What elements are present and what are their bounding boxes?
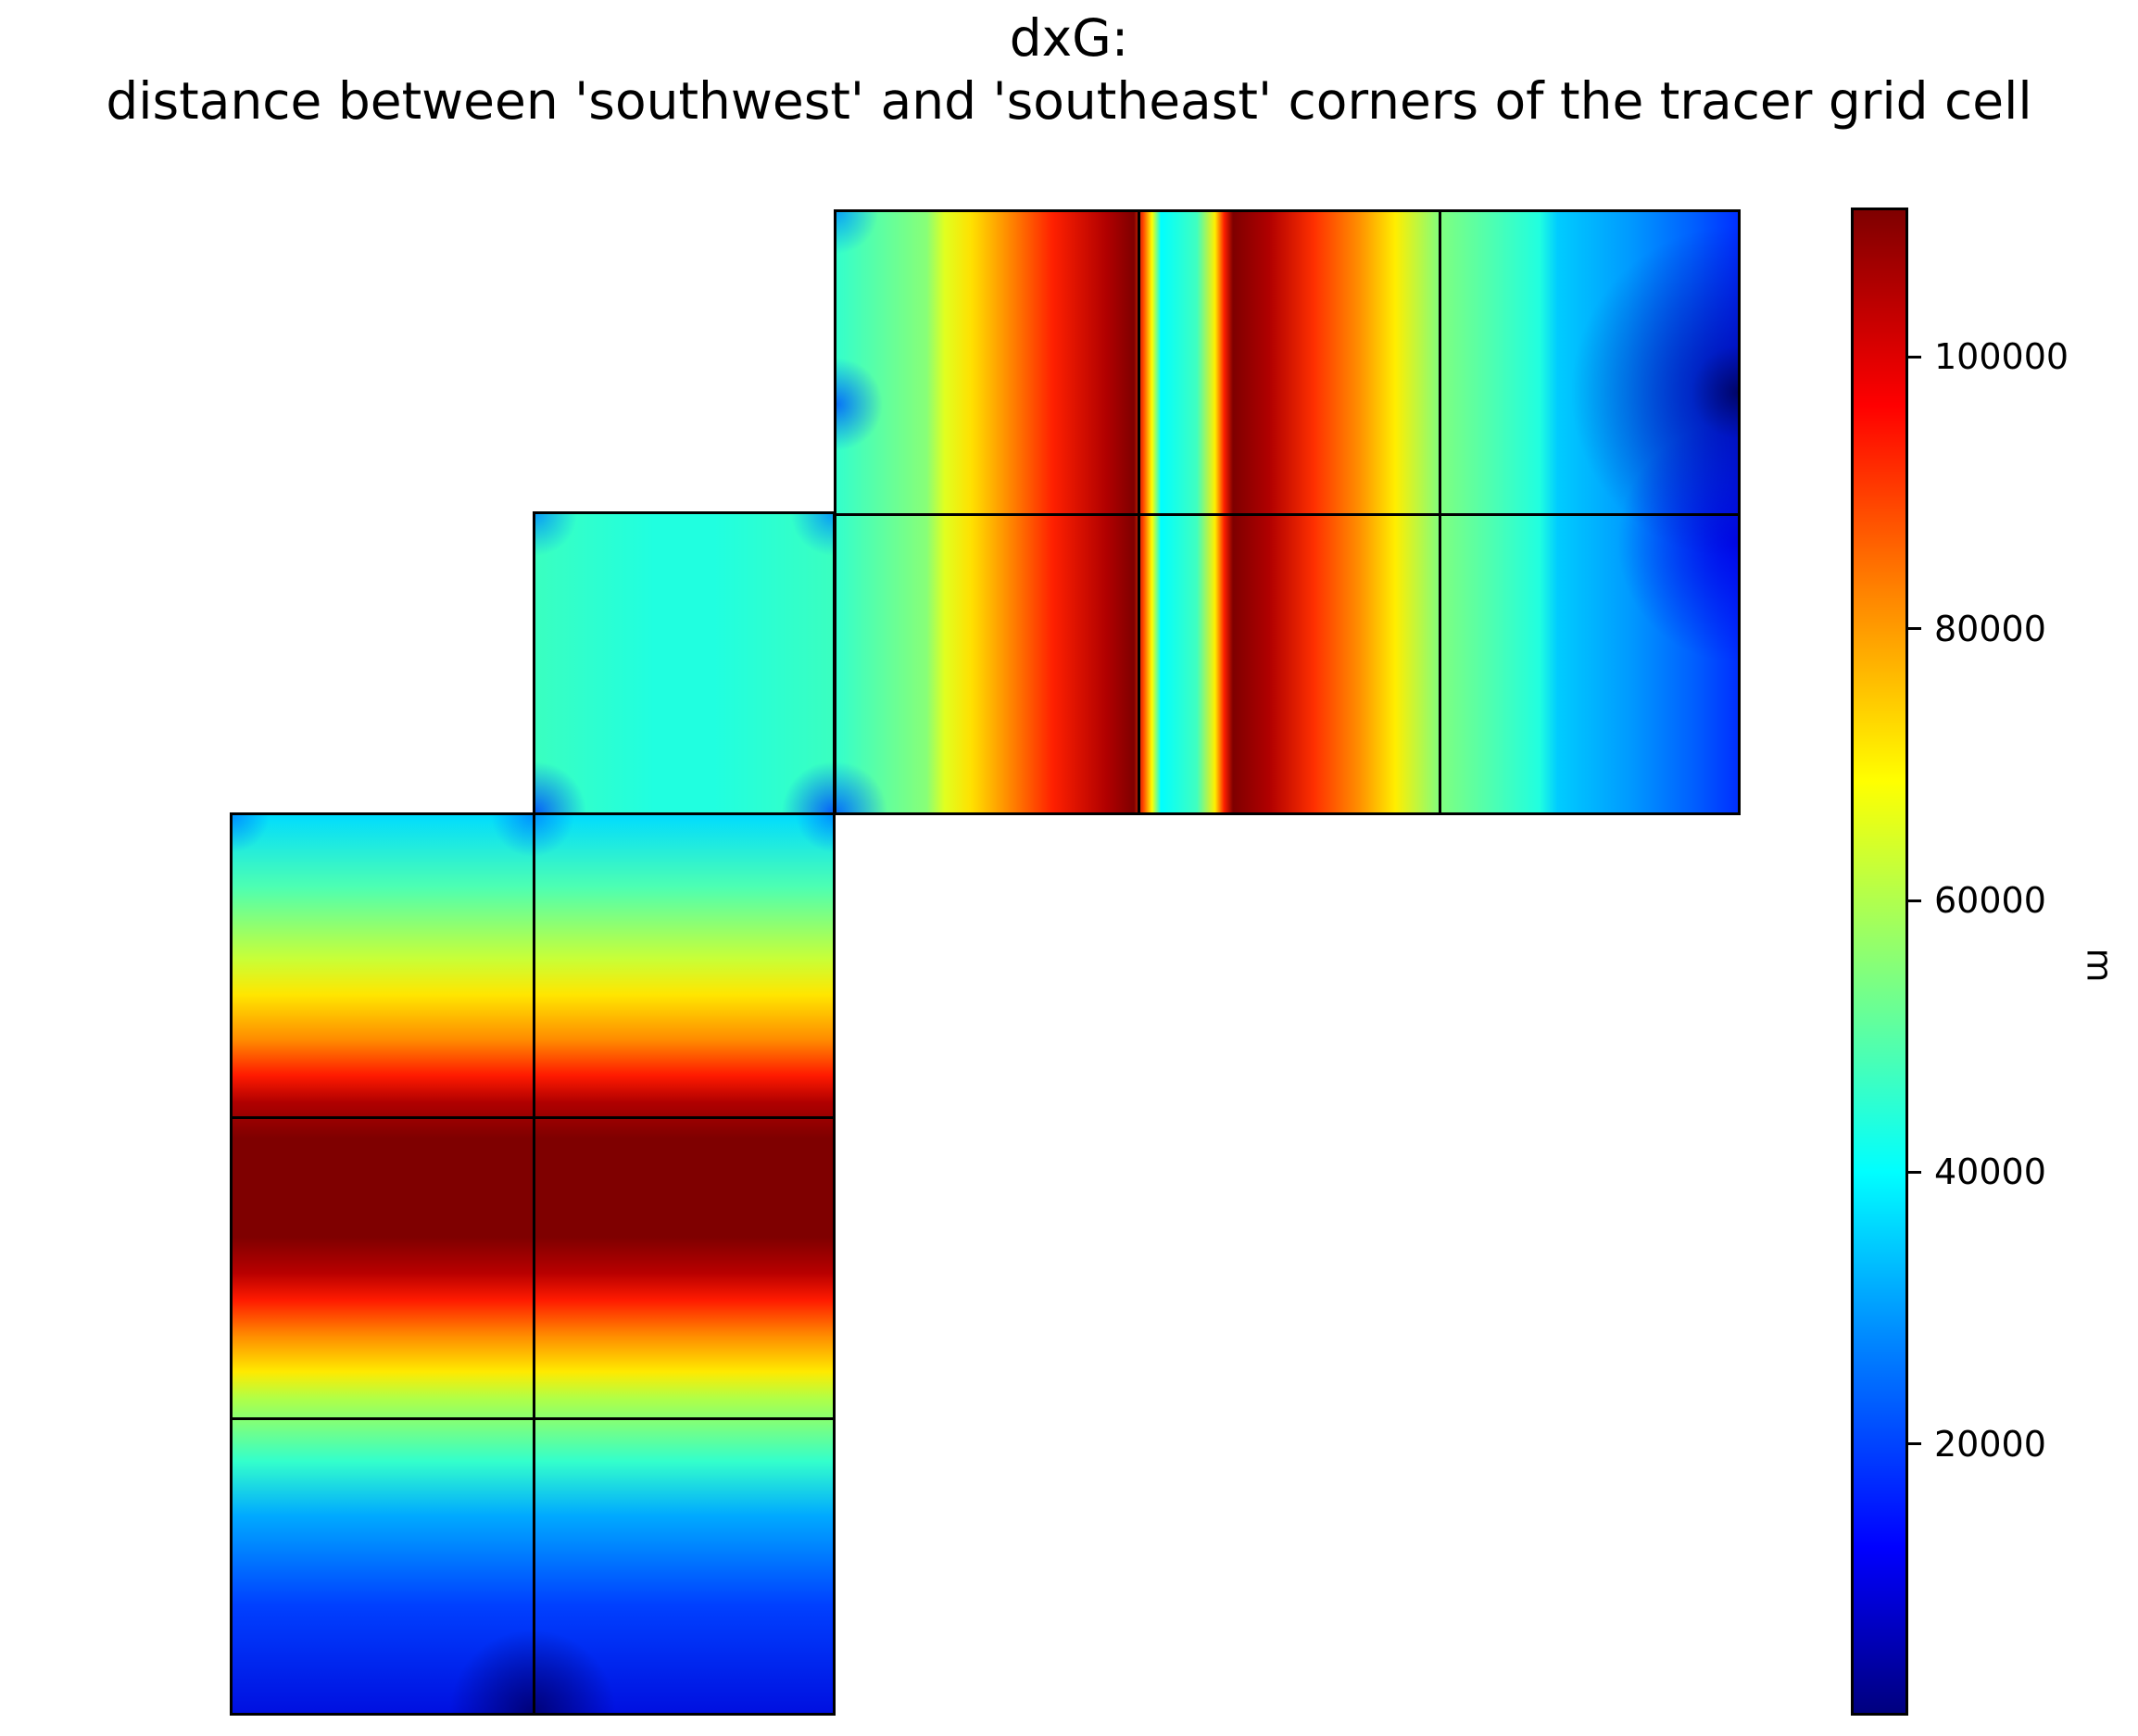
colorbar-tick — [1908, 899, 1921, 902]
colorbar-tick-label: 60000 — [1934, 880, 2046, 921]
face-middle-corner-shading — [535, 514, 833, 812]
face-top-right-corner-shading — [836, 212, 1738, 812]
colorbar-tick-label: 100000 — [1934, 336, 2069, 378]
face-top-right — [834, 209, 1741, 815]
face-top-right-divider — [836, 513, 1738, 516]
colorbar-tick — [1908, 1442, 1921, 1446]
colorbar-tick — [1908, 1170, 1921, 1174]
colorbar-tick — [1908, 355, 1921, 359]
colorbar — [1851, 208, 1908, 1716]
face-bottom-left — [230, 812, 836, 1716]
colorbar-tick — [1908, 627, 1921, 631]
colorbar-tick-label: 80000 — [1934, 608, 2046, 649]
colorbar-tick-label: 20000 — [1934, 1423, 2046, 1465]
colorbar-label: m — [2079, 948, 2120, 983]
colorbar-tick-label: 40000 — [1934, 1151, 2046, 1193]
face-bottom-left-divider — [533, 815, 535, 1713]
face-top-right-divider — [1439, 212, 1441, 812]
chart-title-line-1: dxG: — [1009, 8, 1129, 68]
face-bottom-left-divider — [233, 1116, 833, 1119]
face-bottom-left-divider — [233, 1417, 833, 1420]
face-top-right-divider — [1138, 212, 1140, 812]
face-middle — [533, 511, 836, 815]
chart-title-line-2: distance between 'southwest' and 'southe… — [106, 71, 2032, 131]
